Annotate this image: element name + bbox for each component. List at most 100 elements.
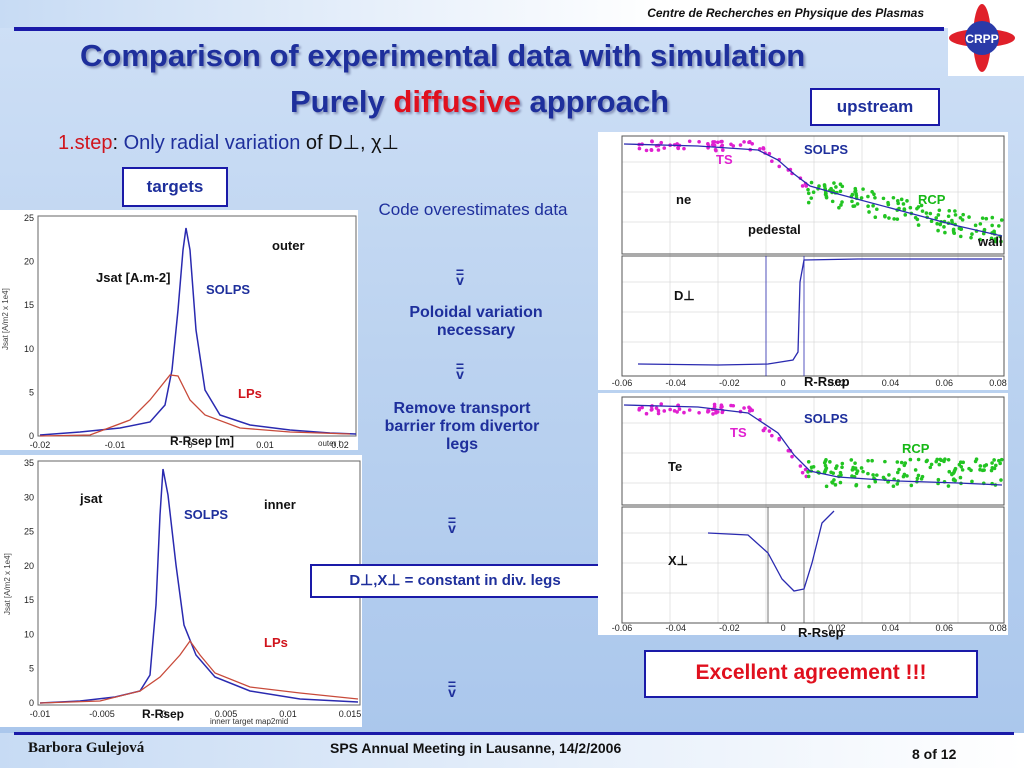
rcp-data-point <box>902 207 907 212</box>
rcp-data-point <box>950 220 954 225</box>
rcp-data-point <box>980 216 985 220</box>
implies-arrow-3: = v <box>447 512 457 536</box>
ts-data-point <box>654 406 659 410</box>
rcp-data-point <box>990 215 995 220</box>
ts-data-point <box>767 429 772 433</box>
rcp-data-point <box>854 483 859 487</box>
ts-data-point <box>790 454 794 459</box>
ne-ts-label: TS <box>716 152 733 167</box>
rcp-data-point <box>895 460 900 464</box>
rcp-data-point <box>999 239 1003 244</box>
rcp-data-point <box>867 210 871 214</box>
rcp-data-point <box>883 459 887 464</box>
rcp-data-point <box>953 209 957 213</box>
rcp-data-point <box>901 202 906 206</box>
x-tick-label: -0.06 <box>612 378 633 388</box>
rcp-data-point <box>828 460 832 464</box>
rcp-data-point <box>835 464 839 468</box>
rcp-data-point <box>809 465 814 470</box>
rcp-data-point <box>967 215 971 219</box>
ts-data-point <box>656 408 661 413</box>
rcp-data-point <box>824 195 829 200</box>
rcp-data-point <box>997 458 1001 463</box>
x-tick-label: 0 <box>781 378 786 388</box>
header-bar <box>0 0 948 28</box>
d-perp-label: D⊥ <box>674 288 695 303</box>
organization-name: Centre de Recherches en Physique des Pla… <box>647 6 924 20</box>
rcp-data-point <box>806 474 811 479</box>
ne-axis-label: ne <box>676 192 692 207</box>
rcp-data-point <box>970 232 974 236</box>
te-solps-line <box>623 404 1003 486</box>
rcp-data-point <box>942 225 946 229</box>
ts-data-point <box>697 411 701 415</box>
y-tick-label: 30 <box>24 492 34 502</box>
te-xlabel: R-Rsep <box>798 625 844 640</box>
ts-data-point <box>777 164 782 169</box>
rcp-data-point <box>947 208 952 213</box>
rcp-data-point <box>824 466 829 470</box>
ne-plot-svg: -0.06 -0.04 -0.02 0 0.02 0.04 0.06 0.08 <box>612 135 1007 388</box>
ts-data-point <box>675 410 679 414</box>
x-tick-label: 0 <box>187 440 192 450</box>
ts-data-point <box>662 146 667 150</box>
wall-label: wall <box>978 234 1003 249</box>
targets-label: targets <box>122 167 228 207</box>
outer-footnote: outer t <box>318 439 341 448</box>
x-tick-label: 0.06 <box>936 623 954 633</box>
rcp-data-point <box>936 228 940 233</box>
ts-data-point <box>800 184 805 188</box>
implies-arrow-4: = v <box>447 676 457 700</box>
outer-ylabel: Jsat [A.m-2] <box>96 270 171 285</box>
rcp-data-point <box>905 199 909 203</box>
ts-data-point <box>719 139 723 144</box>
rcp-data-point <box>871 473 875 477</box>
rcp-data-point <box>811 190 816 194</box>
ts-data-point <box>659 140 664 145</box>
rcp-data-point <box>953 466 958 471</box>
rcp-data-point <box>837 205 841 210</box>
rcp-data-point <box>946 484 951 488</box>
rcp-data-point <box>905 474 909 478</box>
rcp-data-point <box>936 213 941 217</box>
rcp-data-point <box>997 224 1001 228</box>
rcp-data-point <box>838 189 843 194</box>
rcp-data-point <box>829 186 833 191</box>
te-x-upstream-plot: -0.06 -0.04 -0.02 0 0.02 0.04 0.06 0.08 TS SOLP… <box>598 393 1008 640</box>
rcp-data-point <box>832 181 836 185</box>
x-perp-label: X⊥ <box>668 553 688 568</box>
implies-arrow-2: = v <box>455 358 465 382</box>
rcp-data-point <box>982 227 987 232</box>
rcp-data-point <box>861 469 865 474</box>
rcp-data-point <box>939 458 944 463</box>
rcp-data-point <box>999 457 1004 462</box>
y-tick-label: 10 <box>24 629 34 639</box>
rcp-data-point <box>990 461 994 465</box>
ts-data-point <box>687 139 692 144</box>
x-tick-label: 0.02 <box>331 440 349 450</box>
rcp-data-point <box>978 464 983 468</box>
rcp-data-point <box>866 194 870 199</box>
rcp-data-point <box>999 478 1003 482</box>
rcp-data-point <box>915 206 919 211</box>
y-tick-label: 10 <box>24 344 34 354</box>
rcp-data-point <box>875 473 879 477</box>
rcp-data-point <box>958 215 963 220</box>
step-colon: : <box>112 132 124 154</box>
ts-data-point <box>668 407 672 412</box>
rcp-data-point <box>935 221 939 226</box>
rcp-data-point <box>919 203 924 208</box>
crpp-logo: CRPP <box>948 0 1024 76</box>
ts-data-point <box>798 464 803 468</box>
ts-data-point <box>761 147 766 151</box>
rcp-data-point <box>875 207 879 212</box>
rcp-data-point <box>969 235 973 240</box>
rcp-data-point <box>840 200 844 204</box>
rcp-data-point <box>855 469 860 473</box>
rcp-data-point <box>824 458 828 462</box>
rcp-data-point <box>908 457 913 462</box>
x-tick-label: -0.02 <box>719 623 740 633</box>
pedestal-label: pedestal <box>748 222 801 237</box>
x-tick-label: -0.01 <box>30 709 51 719</box>
svg-text:Jsat [A/m2 x 1e4]: Jsat [A/m2 x 1e4] <box>3 553 12 615</box>
